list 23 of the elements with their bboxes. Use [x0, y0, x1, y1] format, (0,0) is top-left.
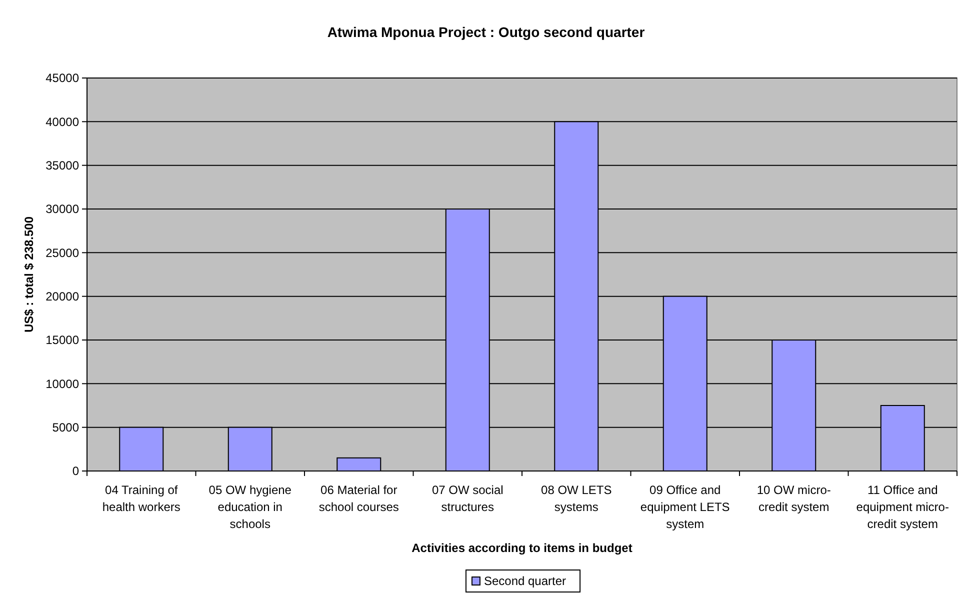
- x-tick-label: 07 OW social structures: [432, 483, 504, 514]
- x-axis-title: Activities according to items in budget: [412, 541, 632, 555]
- y-tick-label: 20000: [46, 290, 80, 304]
- x-tick-label: 09 Office and equipment LETS system: [640, 483, 730, 531]
- y-tick-label: 0: [72, 464, 80, 478]
- y-tick-label: 25000: [46, 246, 80, 260]
- y-tick-label: 40000: [46, 114, 80, 129]
- y-tick-label: 30000: [46, 202, 80, 216]
- x-tick-label: 04 Training of health workers: [102, 483, 180, 514]
- y-tick-label: 10000: [46, 376, 80, 391]
- y-tick-label: 15000: [46, 333, 80, 348]
- y-tick-label: 45000: [46, 71, 80, 86]
- x-tick-label: 05 OW hygiene education in schools: [208, 483, 292, 531]
- x-tick-label: 11 Office and equipment micro-credit system: [856, 483, 949, 531]
- x-tick-label: 06 Material for school courses: [318, 483, 399, 514]
- y-axis-title: US$ : total $ 238.500: [22, 216, 36, 333]
- y-tick-label: 35000: [46, 158, 80, 173]
- x-tick-label: 10 OW micro-credit system: [756, 483, 831, 514]
- bar: [336, 457, 382, 472]
- chart-title: Atwima Mponua Project : Outgo second quarter: [327, 24, 646, 40]
- y-tick-label: 5000: [52, 420, 80, 435]
- x-tick-label: 08 OW LETS systems: [541, 483, 612, 514]
- legend-label: Second quarter: [484, 574, 566, 588]
